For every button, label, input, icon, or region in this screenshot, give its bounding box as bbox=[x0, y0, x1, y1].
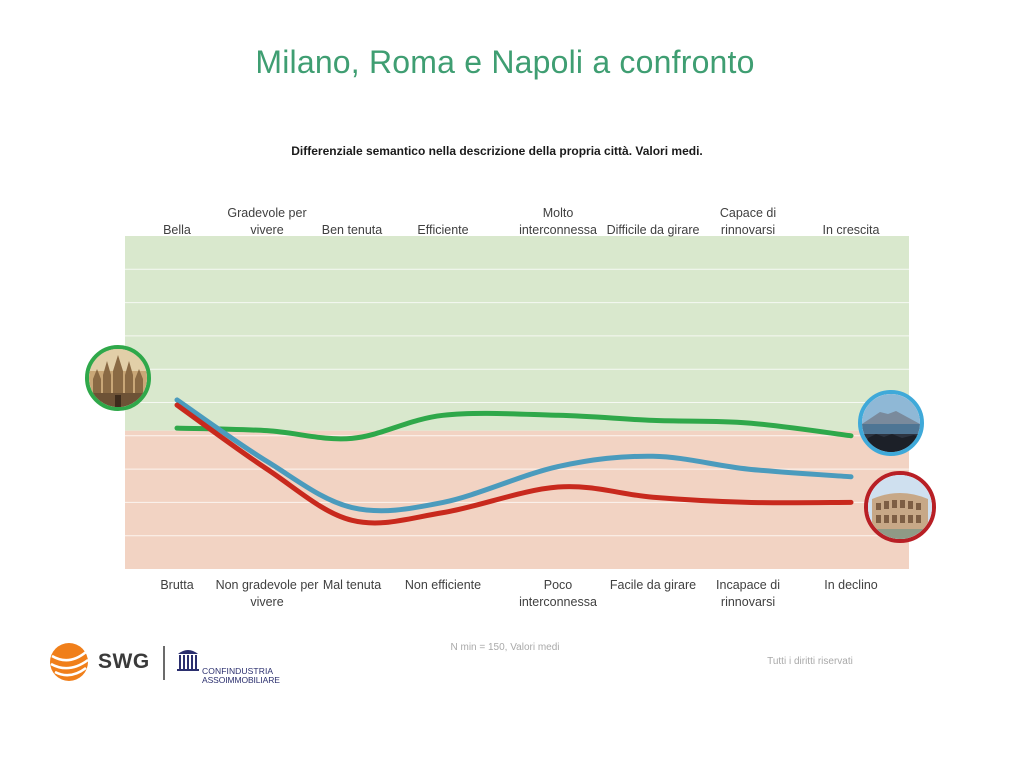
bottom-axis-label: Non gradevole per vivere bbox=[215, 577, 319, 611]
bottom-axis-label-text: Facile da girare bbox=[609, 578, 697, 592]
top-axis-label-text: Bella bbox=[163, 223, 191, 237]
bottom-axis-label: Brutta bbox=[125, 577, 229, 594]
series-line-red bbox=[174, 402, 854, 526]
top-axis-label-text: Gradevole per vivere bbox=[227, 206, 307, 237]
bottom-axis-label: Poco interconnessa bbox=[506, 577, 610, 611]
page-title: Milano, Roma e Napoli a confronto bbox=[255, 44, 755, 80]
top-axis-label: Capace di rinnovarsi bbox=[696, 203, 800, 239]
bottom-axis-label-text: Poco interconnessa bbox=[519, 578, 597, 609]
colosseum-icon bbox=[868, 475, 932, 539]
napoli-badge bbox=[858, 390, 924, 456]
bottom-axis-label: Incapace di rinnovarsi bbox=[696, 577, 800, 611]
series-line-green bbox=[174, 410, 854, 442]
bottom-axis-label: Facile da girare bbox=[601, 577, 705, 594]
top-axis-label-text: Difficile da girare bbox=[606, 223, 700, 237]
confindustria-line2: ASSOIMMOBILIARE bbox=[202, 675, 280, 685]
top-axis-label: Molto interconnessa bbox=[506, 203, 610, 239]
bottom-axis-label: Non efficiente bbox=[391, 577, 495, 594]
bottom-axis-label-text: Non efficiente bbox=[404, 578, 482, 592]
bottom-axis-label: Mal tenuta bbox=[300, 577, 404, 594]
top-axis-label-text: Molto interconnessa bbox=[519, 206, 597, 237]
top-axis-label: In crescita bbox=[799, 203, 903, 239]
top-axis-label: Bella bbox=[125, 203, 229, 239]
swg-globe-icon bbox=[50, 643, 89, 681]
top-axis-label: Gradevole per vivere bbox=[215, 203, 319, 239]
footnote: N min = 150, Valori medi bbox=[450, 642, 560, 653]
top-axis-label-text: Capace di rinnovarsi bbox=[719, 206, 777, 237]
chart-title: Differenziale semantico nella descrizion… bbox=[291, 144, 703, 158]
swg-wordmark: SWG bbox=[98, 650, 150, 673]
series-line-blue bbox=[174, 397, 854, 514]
chart-zones bbox=[125, 236, 909, 569]
chart-gridlines bbox=[125, 268, 909, 537]
top-axis-label: Difficile da girare bbox=[601, 203, 705, 239]
bottom-axis-label-text: Non gradevole per vivere bbox=[215, 578, 319, 609]
top-axis-label-text: Ben tenuta bbox=[321, 223, 383, 237]
confindustria-line1: CONFINDUSTRIA bbox=[202, 666, 274, 676]
bottom-axis-label-text: Brutta bbox=[160, 578, 194, 592]
bottom-axis-label-text: Mal tenuta bbox=[322, 578, 382, 592]
confindustria-logo: CONFINDUSTRIA ASSOIMMOBILIARE bbox=[176, 646, 296, 685]
milano-badge bbox=[85, 345, 151, 411]
top-axis-label-text: Efficiente bbox=[417, 223, 469, 237]
top-axis-label: Ben tenuta bbox=[300, 203, 404, 239]
top-axis-label: Efficiente bbox=[391, 203, 495, 239]
bottom-axis-label-text: Incapace di rinnovarsi bbox=[716, 578, 780, 609]
volcano-bay-icon bbox=[862, 394, 920, 452]
top-axis-label-text: In crescita bbox=[822, 223, 880, 237]
roma-badge bbox=[864, 471, 936, 543]
positive-zone bbox=[125, 236, 909, 431]
bottom-axis-label-text: In declino bbox=[824, 578, 878, 592]
bottom-axis-label: In declino bbox=[799, 577, 903, 594]
columns-icon bbox=[177, 650, 199, 671]
chart-series bbox=[174, 397, 854, 526]
rights-notice: Tutti i diritti riservati bbox=[767, 656, 853, 667]
swg-logo: SWG bbox=[46, 640, 166, 684]
logo-divider bbox=[163, 646, 165, 680]
cathedral-icon bbox=[89, 349, 147, 407]
